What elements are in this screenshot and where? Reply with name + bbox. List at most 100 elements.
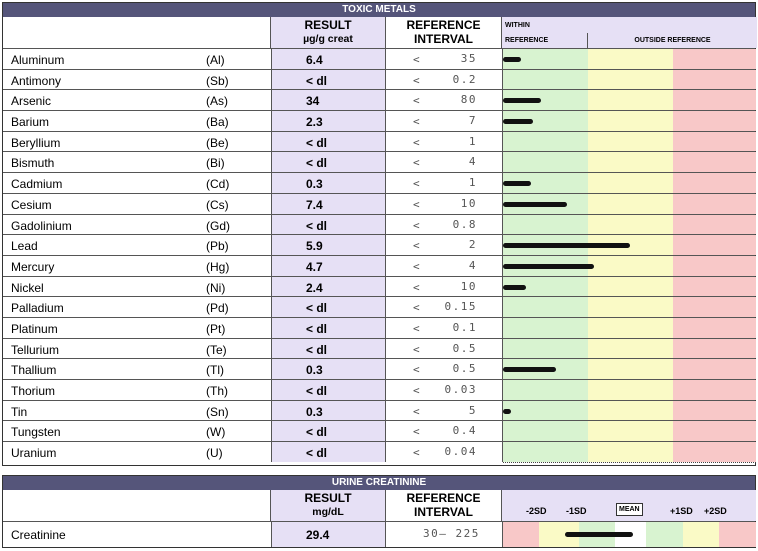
metal-symbol: (Hg) bbox=[206, 259, 230, 274]
reference-operator: < bbox=[413, 177, 420, 191]
metal-range-chart bbox=[502, 49, 756, 70]
reference-operator: < bbox=[413, 321, 420, 335]
metal-result-bar bbox=[503, 98, 541, 104]
metal-result: < dl bbox=[271, 152, 386, 173]
metal-result: 5.9 bbox=[271, 235, 386, 255]
reference-value: 0.2 bbox=[452, 72, 477, 86]
creat-interval-header-label: INTERVAL bbox=[414, 505, 473, 519]
metal-row: Barium (Ba) 2.3 <7 bbox=[3, 110, 756, 132]
reference-operator: < bbox=[413, 363, 420, 377]
metal-result: < dl bbox=[271, 131, 386, 152]
metal-range-chart bbox=[502, 338, 756, 359]
reference-operator: < bbox=[413, 115, 420, 129]
reference-operator: < bbox=[413, 218, 420, 232]
reference-value: 10 bbox=[460, 196, 477, 210]
metal-result: 6.4 bbox=[271, 49, 386, 69]
urine-creatinine-title: URINE CREATININE bbox=[3, 476, 755, 490]
sd-label-minus1: -1SD bbox=[566, 506, 587, 516]
metal-symbol: (W) bbox=[206, 425, 226, 440]
metal-symbol: (Sb) bbox=[206, 73, 229, 88]
metal-name: Thallium bbox=[11, 363, 57, 378]
metal-result-bar bbox=[503, 408, 511, 414]
reference-value: 0.5 bbox=[452, 362, 477, 376]
metal-range-chart bbox=[502, 214, 756, 235]
metal-row: Gadolinium (Gd) < dl <0.8 bbox=[3, 213, 756, 235]
metal-name: Gadolinium bbox=[11, 218, 72, 233]
metal-result: < dl bbox=[271, 69, 386, 90]
metal-name: Arsenic bbox=[11, 94, 52, 109]
creat-header-blank bbox=[3, 490, 271, 521]
within-label: WITHIN bbox=[505, 22, 530, 29]
metal-row: Arsenic (As) 34 <80 bbox=[3, 89, 756, 111]
metal-row: Antimony (Sb) < dl <0.2 bbox=[3, 68, 756, 91]
sd-label-plus1: +1SD bbox=[670, 506, 693, 516]
metal-symbol: (Ni) bbox=[206, 280, 226, 295]
reference-operator: < bbox=[413, 197, 420, 211]
reference-value: 35 bbox=[460, 52, 477, 65]
metal-result: < dl bbox=[271, 338, 386, 359]
metal-result-bar bbox=[503, 284, 526, 290]
metal-name: Cesium bbox=[11, 197, 52, 212]
metal-row: Tungsten (W) < dl <0.4 bbox=[3, 420, 756, 442]
reference-value: 0.15 bbox=[444, 300, 477, 314]
metal-range-chart bbox=[502, 317, 756, 339]
metal-name: Antimony bbox=[11, 73, 62, 88]
metal-name: Bismuth bbox=[11, 156, 55, 171]
metal-row: Bismuth (Bi) < dl <4 bbox=[3, 151, 756, 173]
creatinine-name: Creatinine bbox=[11, 528, 66, 542]
metal-name: Aluminum bbox=[11, 53, 65, 67]
sd-label-minus2: -2SD bbox=[526, 506, 547, 516]
sd-label-mean: MEAN bbox=[616, 503, 643, 516]
metal-result-bar bbox=[503, 181, 531, 187]
reference-value: 0.04 bbox=[444, 445, 477, 459]
metal-row: Tin (Sn) 0.3 <5 bbox=[3, 399, 756, 422]
reference-operator: < bbox=[413, 94, 420, 108]
sd-label-plus2: +2SD bbox=[704, 506, 727, 516]
metal-symbol: (Pt) bbox=[206, 321, 226, 336]
metal-result: < dl bbox=[271, 297, 386, 317]
creat-reference-header: REFERENCE INTERVAL bbox=[386, 490, 502, 521]
interval-header-label: INTERVAL bbox=[414, 32, 473, 46]
metal-result: < dl bbox=[271, 442, 386, 462]
metal-range-chart bbox=[502, 193, 756, 215]
metal-range-chart bbox=[502, 152, 756, 173]
metal-range-chart bbox=[502, 442, 756, 463]
reference-operator: < bbox=[413, 342, 420, 356]
creat-result-header: RESULT mg/dL bbox=[271, 490, 386, 521]
metal-result-bar bbox=[503, 201, 567, 207]
metal-name: Barium bbox=[11, 115, 50, 130]
reference-value: 1 bbox=[468, 176, 477, 190]
reference-operator: < bbox=[413, 156, 420, 170]
toxic-metals-panel: TOXIC METALS RESULT µg/g creat REFERENCE… bbox=[2, 2, 757, 466]
reference-operator: < bbox=[413, 280, 420, 294]
creat-result-header-unit: mg/dL bbox=[312, 506, 344, 518]
reference-value: 10 bbox=[460, 279, 477, 293]
metal-name: Thorium bbox=[11, 384, 56, 398]
sd-axis: -2SD -1SD MEAN +1SD +2SD bbox=[502, 490, 756, 521]
reference-value: 2 bbox=[468, 238, 477, 252]
metal-range-chart bbox=[502, 90, 756, 111]
header-blank bbox=[3, 17, 271, 48]
metal-symbol: (Be) bbox=[206, 135, 229, 150]
reference-value: 0.1 bbox=[452, 320, 477, 334]
reference-operator: < bbox=[413, 73, 420, 87]
metal-symbol: (Tl) bbox=[206, 363, 224, 378]
reference-header-label: REFERENCE bbox=[406, 18, 481, 32]
metal-symbol: (U) bbox=[206, 446, 223, 461]
creatinine-reference-interval: 30– 225 bbox=[423, 527, 480, 540]
metal-range-chart bbox=[502, 297, 756, 318]
creat-reference-header-label: REFERENCE bbox=[406, 491, 481, 505]
reference-operator: < bbox=[413, 384, 420, 397]
metal-range-chart bbox=[502, 173, 756, 194]
metal-range-chart bbox=[502, 69, 756, 91]
metal-row: Thorium (Th) < dl <0.03 bbox=[3, 379, 756, 401]
creatinine-sd-chart bbox=[502, 522, 756, 547]
chart-header-divider bbox=[587, 33, 588, 48]
metal-row: Lead (Pb) 5.9 <2 bbox=[3, 234, 756, 256]
reference-value: 80 bbox=[460, 93, 477, 107]
metal-result: 7.4 bbox=[271, 193, 386, 214]
metal-symbol: (As) bbox=[206, 94, 228, 109]
creatinine-row: Creatinine 29.4 30– 225 bbox=[3, 521, 756, 547]
reference-operator: < bbox=[413, 446, 420, 460]
reference-value: 5 bbox=[468, 403, 477, 417]
